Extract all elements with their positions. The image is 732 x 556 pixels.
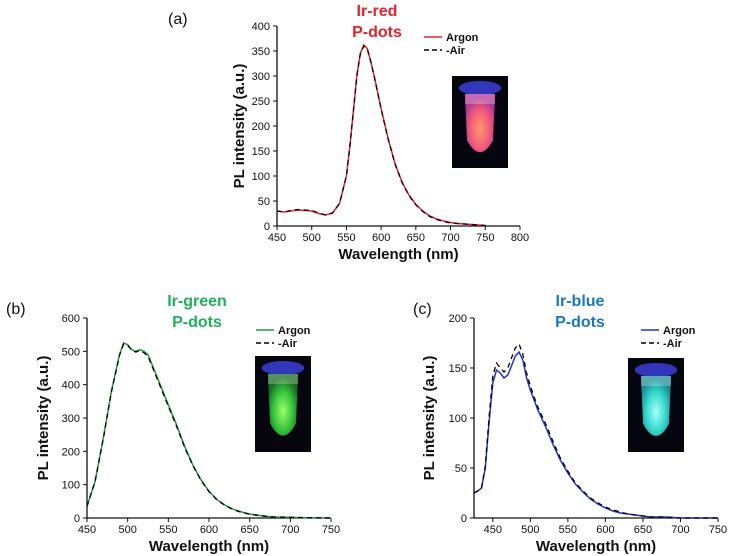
x-tick-label: 450 [484,524,502,536]
panel-label: (c) [413,301,432,318]
vial-body [641,376,671,436]
legend-label-air: -Air [663,338,683,350]
y-tick-label: 150 [449,363,467,375]
panel-title-line: P-dots [172,314,222,331]
vial-photo [628,358,684,452]
vial-photo [452,76,508,168]
x-tick-label: 700 [281,524,299,536]
x-tick-label: 550 [559,524,577,536]
series-line-air [473,342,718,519]
x-tick-label: 550 [337,232,355,244]
legend-label-argon: Argon [663,325,696,337]
y-tick-label: 0 [264,221,270,233]
x-tick-label: 600 [596,524,614,536]
x-tick-label: 650 [240,524,258,536]
x-tick-label: 500 [303,232,321,244]
panel-title-line: Ir-blue [556,293,605,310]
legend-label-argon: Argon [446,32,479,44]
y-tick-label: 100 [62,480,80,492]
y-tick-label: 50 [258,196,270,208]
x-tick-label: 450 [268,232,286,244]
x-tick-label: 450 [78,524,96,536]
y-tick-label: 150 [252,146,270,158]
y-tick-label: 400 [252,21,270,33]
x-tick-label: 600 [200,524,218,536]
vial-highlight [641,376,671,386]
x-tick-label: 750 [322,524,340,536]
vial-highlight [268,374,298,384]
x-tick-label: 550 [159,524,177,536]
y-tick-label: 200 [252,121,270,133]
y-tick-label: 350 [252,46,270,58]
y-tick-label: 50 [455,463,467,475]
panel-title-line: P-dots [352,24,402,41]
x-axis-label: Wavelength (nm) [338,246,458,263]
panel-a: 450 500 550 600 650 700 750 800 0 50 100 150 200 250 3… [168,3,529,263]
x-tick-label: 750 [709,524,727,536]
vial-highlight [465,94,495,104]
x-tick-label: 650 [634,524,652,536]
x-tick-label: 700 [671,524,689,536]
legend-label-air: -Air [446,45,466,57]
panel-title-line: Ir-green [167,293,227,310]
legend-label-argon: Argon [278,325,311,337]
panel-c: 450 500 550 600 650 700 750 0 50 100 150 200 Wavelen… [413,293,727,555]
y-tick-label: 250 [252,96,270,108]
vial-cap [458,81,502,95]
x-tick-label: 700 [441,232,459,244]
x-tick-label: 600 [372,232,390,244]
series-line-air [276,44,486,227]
x-tick-label: 650 [407,232,425,244]
x-tick-label: 800 [511,232,529,244]
y-tick-label: 100 [449,413,467,425]
legend-label-air: -Air [278,338,298,350]
panel-title-line: Ir-red [357,3,398,20]
x-tick-label: 750 [476,232,494,244]
panel-title-line: P-dots [555,314,605,331]
y-axis-label: PL intensity (a.u.) [35,356,52,481]
x-axis-label: Wavelength (nm) [536,538,656,555]
x-tick-label: 500 [521,524,539,536]
y-tick-label: 400 [62,380,80,392]
y-tick-label: 300 [252,71,270,83]
y-tick-label: 500 [62,346,80,358]
y-tick-label: 100 [252,171,270,183]
y-tick-label: 0 [461,513,467,525]
vial-cap [634,363,678,377]
vial-body [268,374,298,436]
y-axis-label: PL intensity (a.u.) [231,64,248,189]
y-tick-label: 300 [62,413,80,425]
vial-photo [255,356,311,452]
x-tick-label: 500 [118,524,136,536]
y-tick-label: 600 [62,313,80,325]
series-line-air [86,343,332,519]
panel-b: 450 500 550 600 650 700 750 0 100 200 300 400 500 600… [6,293,340,555]
y-tick-label: 200 [62,446,80,458]
y-tick-label: 0 [74,513,80,525]
panel-label: (a) [168,11,188,28]
vial-body [465,94,495,153]
y-tick-label: 200 [449,313,467,325]
vial-cap [261,361,305,375]
y-axis-label: PL intensity (a.u.) [421,356,438,481]
panel-label: (b) [6,301,26,318]
x-axis-label: Wavelength (nm) [149,538,269,555]
